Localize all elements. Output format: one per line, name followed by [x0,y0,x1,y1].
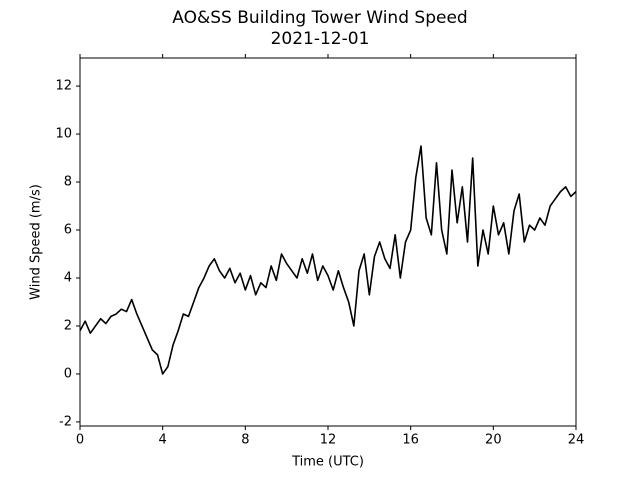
data-line [79,145,577,375]
y-tick-label: -2 [59,414,72,429]
y-axis-label: Wind Speed (m/s) [29,184,44,300]
x-tick-label: 0 [76,433,84,448]
x-tick-label: 20 [485,433,502,448]
x-tick-label: 16 [402,433,419,448]
y-tick-label: 2 [64,318,72,333]
plot-frame [79,57,577,427]
y-tick-label: 8 [64,175,72,190]
y-tick-label: 10 [55,127,72,142]
x-tick-label: 8 [241,433,249,448]
y-tick-label: 12 [55,79,72,94]
y-tick-label: 6 [64,223,72,238]
y-tick-label: 4 [64,270,72,285]
chart-subtitle: 2021-12-01 [271,29,370,49]
x-tick-label: 24 [568,433,585,448]
chart-title: AO&SS Building Tower Wind Speed [172,8,467,28]
x-tick-label: 12 [320,433,337,448]
x-tick-label: 4 [159,433,167,448]
y-tick-label: 0 [64,366,72,381]
x-axis-label: Time (UTC) [291,455,364,470]
